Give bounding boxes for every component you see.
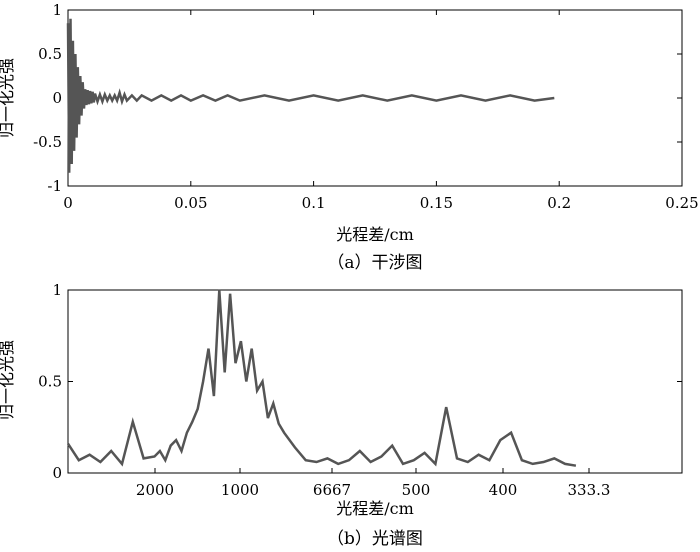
interferogram-x-tick-label: 0 — [63, 194, 73, 212]
spectrum-x-tick-label: 333.3 — [568, 481, 611, 499]
spectrum-x-tick-label: 400 — [489, 481, 518, 499]
spectrum-plot-frame — [67, 289, 683, 474]
interferogram-panel: 0 0.05 0.1 0.15 0.2 0.25 -1 -0.5 0 0.5 1 归一化光强 光程差… — [0, 1, 699, 273]
spectrum-x-tick-label: 1000 — [221, 481, 259, 499]
spectrum-panel: 2000 1000 6667 500 400 333.3 0 0.5 1 归一化光强 光程差/c… — [0, 281, 683, 549]
interferogram-y-tick-label: -1 — [47, 177, 62, 195]
spectrum-y-tick-label: 1 — [52, 281, 62, 299]
spectrum-x-axis-label: 光程差/cm — [336, 499, 414, 518]
interferogram-x-tick-label: 0.25 — [665, 194, 698, 212]
spectrum-series-line — [66, 289, 577, 467]
interferogram-x-tick-label: 0.05 — [174, 194, 207, 212]
interferogram-series-line — [66, 18, 555, 173]
spectrum-x-tick-label: 500 — [402, 481, 431, 499]
interferogram-x-axis-label: 光程差/cm — [336, 225, 414, 244]
interferogram-x-tick-label: 0.2 — [547, 194, 571, 212]
interferogram-y-tick-label: -0.5 — [33, 133, 62, 151]
spectrum-x-tick-label: 6667 — [313, 481, 351, 499]
interferogram-x-tick-label: 0.15 — [420, 194, 453, 212]
interferogram-y-tick-label: 1 — [52, 1, 62, 19]
spectrum-y-tick-label: 0.5 — [38, 373, 62, 391]
interferogram-y-tick-label: 0 — [52, 89, 62, 107]
interferogram-x-tick-label: 0.1 — [302, 194, 326, 212]
spectrum-y-tick-label: 0 — [52, 464, 62, 482]
interferogram-caption: （a）干涉图 — [327, 253, 422, 273]
spectrum-ticks: 2000 1000 6667 500 400 333.3 0 0.5 1 — [38, 281, 682, 499]
interferogram-y-axis-label: 归一化光强 — [0, 58, 16, 138]
interferogram-ticks: 0 0.05 0.1 0.15 0.2 0.25 -1 -0.5 0 0.5 1 — [33, 1, 699, 212]
spectrum-y-axis-label: 归一化光强 — [0, 340, 16, 420]
spectrum-x-tick-label: 2000 — [136, 481, 174, 499]
interferogram-y-tick-label: 0.5 — [38, 45, 62, 63]
spectrum-caption: （b）光谱图 — [327, 529, 423, 549]
